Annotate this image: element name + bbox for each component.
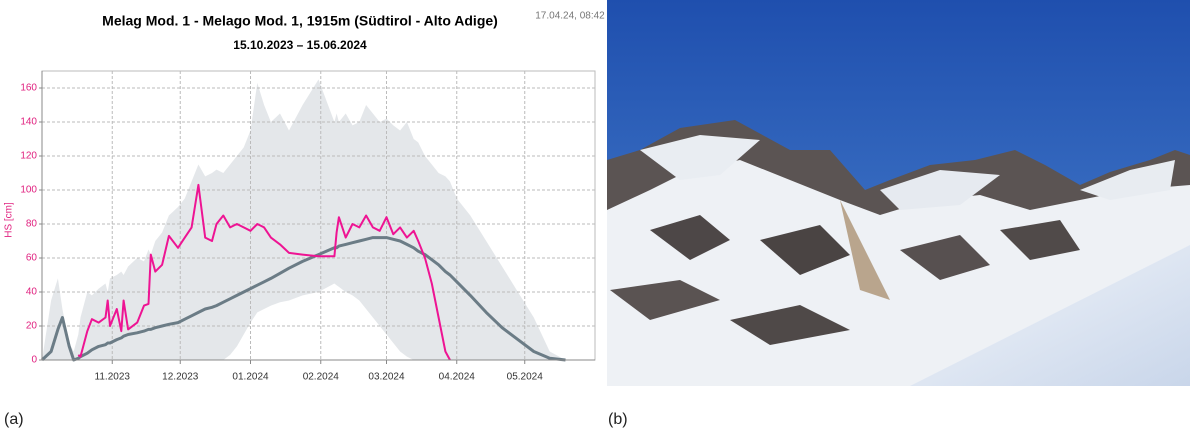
y-tick-label: 120 bbox=[20, 151, 37, 162]
y-tick-label: 80 bbox=[26, 219, 38, 230]
y-tick-label: 60 bbox=[26, 253, 38, 264]
photo bbox=[607, 0, 1190, 386]
y-tick-label: 0 bbox=[31, 355, 37, 366]
panel-label: (a) bbox=[4, 411, 24, 428]
y-tick-label: 100 bbox=[20, 185, 37, 196]
x-tick-label: 02.2024 bbox=[303, 372, 340, 383]
range-band bbox=[42, 79, 566, 360]
chart-subtitle: 15.10.2023 – 15.06.2024 bbox=[233, 38, 367, 52]
x-tick-label: 03.2024 bbox=[368, 372, 405, 383]
x-tick-label: 04.2024 bbox=[439, 372, 476, 383]
y-axis-label: HS [cm] bbox=[4, 202, 15, 238]
x-tick-label: 12.2023 bbox=[162, 372, 199, 383]
panel-label: (b) bbox=[608, 411, 628, 428]
y-tick-label: 160 bbox=[20, 83, 37, 94]
chart-title: Melag Mod. 1 - Melago Mod. 1, 1915m (Süd… bbox=[102, 13, 498, 29]
series-line bbox=[40, 236, 566, 362]
timestamp: 17.04.24, 08:42 bbox=[535, 11, 605, 22]
y-tick-label: 40 bbox=[26, 287, 38, 298]
x-tick-label: 11.2023 bbox=[95, 372, 131, 383]
x-tick-label: 01.2024 bbox=[232, 372, 269, 383]
y-tick-label: 140 bbox=[20, 117, 37, 128]
series-line bbox=[77, 183, 451, 361]
y-tick-label: 20 bbox=[26, 321, 38, 332]
x-tick-label: 05.2024 bbox=[507, 372, 544, 383]
